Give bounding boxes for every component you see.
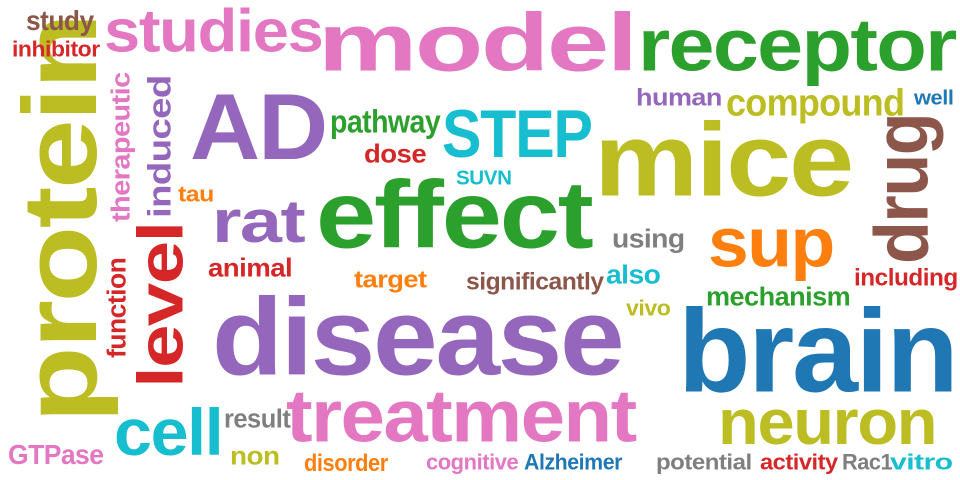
word-drug: drug bbox=[859, 113, 945, 265]
word-inhibitor: inhibitor bbox=[12, 36, 100, 62]
word-well: well bbox=[914, 86, 954, 110]
word-effect: effect bbox=[316, 160, 594, 268]
word-tau: tau bbox=[178, 182, 214, 208]
word-cell: cell bbox=[114, 395, 224, 470]
word-dose: dose bbox=[364, 139, 427, 170]
word-AD: AD bbox=[190, 74, 328, 180]
word-using: using bbox=[612, 223, 685, 254]
word-SUVN: SUVN bbox=[456, 166, 512, 190]
word-pathway: pathway bbox=[330, 103, 441, 140]
word-also: also bbox=[606, 259, 661, 290]
word-brain: brain bbox=[678, 285, 959, 417]
word-compound: compound bbox=[726, 80, 905, 125]
word-disorder: disorder bbox=[304, 450, 388, 478]
word-significantly: significantly bbox=[466, 267, 604, 296]
word-study: study bbox=[26, 5, 94, 38]
word-level: level bbox=[125, 222, 198, 388]
word-Rac1: Rac1 bbox=[842, 450, 893, 476]
word-Alzheimer: Alzheimer bbox=[524, 450, 622, 476]
word-mice: mice bbox=[594, 101, 854, 219]
word-including: including bbox=[854, 263, 958, 292]
word-neuron: neuron bbox=[718, 386, 938, 458]
word-induced: induced bbox=[141, 75, 178, 218]
word-function: function bbox=[101, 257, 132, 358]
word-potential: potential bbox=[656, 450, 752, 476]
word-non: non bbox=[230, 441, 280, 472]
word-activity: activity bbox=[760, 450, 838, 476]
word-treatment: treatment bbox=[286, 375, 637, 458]
word-result: result bbox=[224, 403, 291, 434]
word-disease: disease bbox=[212, 275, 625, 398]
word-STEP: STEP bbox=[442, 95, 593, 172]
word-sup: sup bbox=[708, 203, 835, 283]
word-model: model bbox=[318, 0, 638, 89]
word-human: human bbox=[636, 83, 722, 112]
word-animal: animal bbox=[208, 253, 293, 284]
word-GTPase: GTPase bbox=[8, 439, 104, 472]
word-receptor: receptor bbox=[638, 3, 957, 87]
word-protein: protein bbox=[1, 15, 119, 423]
word-therapeutic: therapeutic bbox=[105, 72, 136, 222]
word-rat: rat bbox=[212, 188, 306, 255]
word-vivo: vivo bbox=[626, 296, 671, 322]
word-vitro: vitro bbox=[890, 450, 953, 476]
word-mechanism: mechanism bbox=[706, 281, 851, 312]
word-target: target bbox=[354, 265, 427, 294]
word-cognitive: cognitive bbox=[426, 450, 519, 476]
word-studies: studies bbox=[104, 0, 324, 65]
